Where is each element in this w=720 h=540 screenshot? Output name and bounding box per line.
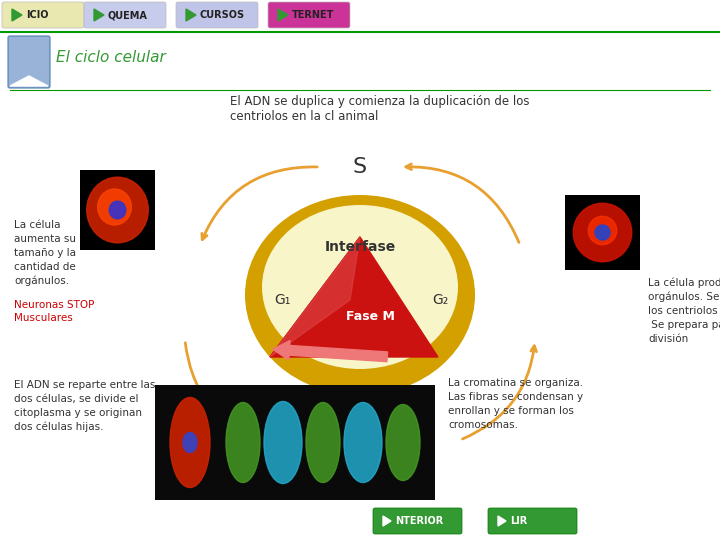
Ellipse shape [344, 402, 382, 483]
Ellipse shape [109, 201, 126, 219]
Bar [80, 170, 155, 250]
Text: cantidad de: cantidad de [14, 262, 76, 272]
Text: cromosomas.: cromosomas. [448, 420, 518, 430]
Polygon shape [270, 237, 438, 357]
Ellipse shape [595, 225, 610, 240]
Text: TERNET: TERNET [292, 10, 334, 20]
Text: Se prepara para la: Se prepara para la [648, 320, 720, 330]
Polygon shape [12, 9, 22, 21]
Bar [155, 385, 435, 500]
Text: La célula: La célula [14, 220, 60, 230]
Ellipse shape [386, 404, 420, 481]
Polygon shape [94, 9, 104, 21]
Polygon shape [270, 237, 360, 357]
FancyBboxPatch shape [176, 2, 258, 28]
FancyBboxPatch shape [488, 508, 577, 534]
Text: El ADN se duplica y comienza la duplicación de los: El ADN se duplica y comienza la duplicac… [230, 95, 529, 108]
FancyArrowPatch shape [273, 341, 387, 362]
Text: Musculares: Musculares [14, 313, 73, 323]
Text: NTERIOR: NTERIOR [395, 516, 444, 526]
Text: dos células, se divide el: dos células, se divide el [14, 394, 138, 404]
Polygon shape [10, 76, 48, 86]
Text: Las fibras se condensan y: Las fibras se condensan y [448, 392, 583, 402]
Ellipse shape [226, 402, 260, 483]
Text: orgánulos.: orgánulos. [14, 276, 69, 287]
Polygon shape [186, 9, 196, 21]
Text: G₁: G₁ [274, 293, 290, 307]
Text: Neuronas STOP: Neuronas STOP [14, 300, 94, 310]
Ellipse shape [573, 203, 631, 262]
Ellipse shape [588, 216, 617, 245]
Text: aumenta su: aumenta su [14, 234, 76, 244]
Text: S: S [353, 157, 367, 177]
Polygon shape [278, 9, 288, 21]
Text: centriolos en la cl animal: centriolos en la cl animal [230, 110, 379, 123]
Text: El ciclo celular: El ciclo celular [56, 51, 166, 65]
Text: tamaño y la: tamaño y la [14, 248, 76, 258]
Ellipse shape [98, 189, 131, 225]
Text: los centriolos: los centriolos [648, 306, 718, 316]
Ellipse shape [170, 397, 210, 488]
FancyBboxPatch shape [8, 36, 50, 88]
FancyBboxPatch shape [268, 2, 350, 28]
Bar [565, 195, 640, 270]
Text: LIR: LIR [510, 516, 527, 526]
Text: La célula produce nuevos: La célula produce nuevos [648, 278, 720, 288]
Ellipse shape [306, 402, 340, 483]
Polygon shape [498, 516, 506, 526]
Polygon shape [383, 516, 391, 526]
Text: dos células hijas.: dos células hijas. [14, 422, 104, 433]
Text: ICIO: ICIO [26, 10, 48, 20]
Text: El ADN se reparte entre las: El ADN se reparte entre las [14, 380, 156, 390]
Text: citoplasma y se originan: citoplasma y se originan [14, 408, 142, 418]
Ellipse shape [264, 402, 302, 483]
Ellipse shape [183, 433, 197, 453]
Polygon shape [270, 237, 360, 357]
Ellipse shape [262, 205, 458, 369]
Ellipse shape [245, 195, 475, 395]
Text: QUEMA: QUEMA [108, 10, 148, 20]
Text: CURSOS: CURSOS [200, 10, 245, 20]
Text: orgánulos. Se duplican: orgánulos. Se duplican [648, 292, 720, 302]
Text: La cromatina se organiza.: La cromatina se organiza. [448, 378, 583, 388]
Text: división: división [648, 334, 688, 344]
FancyBboxPatch shape [2, 2, 84, 28]
Text: enrollan y se forman los: enrollan y se forman los [448, 406, 574, 416]
Text: G₂: G₂ [432, 293, 448, 307]
FancyBboxPatch shape [84, 2, 166, 28]
Ellipse shape [86, 177, 148, 243]
Text: Interfase: Interfase [325, 240, 395, 254]
Text: Fase M: Fase M [346, 310, 395, 323]
FancyBboxPatch shape [373, 508, 462, 534]
